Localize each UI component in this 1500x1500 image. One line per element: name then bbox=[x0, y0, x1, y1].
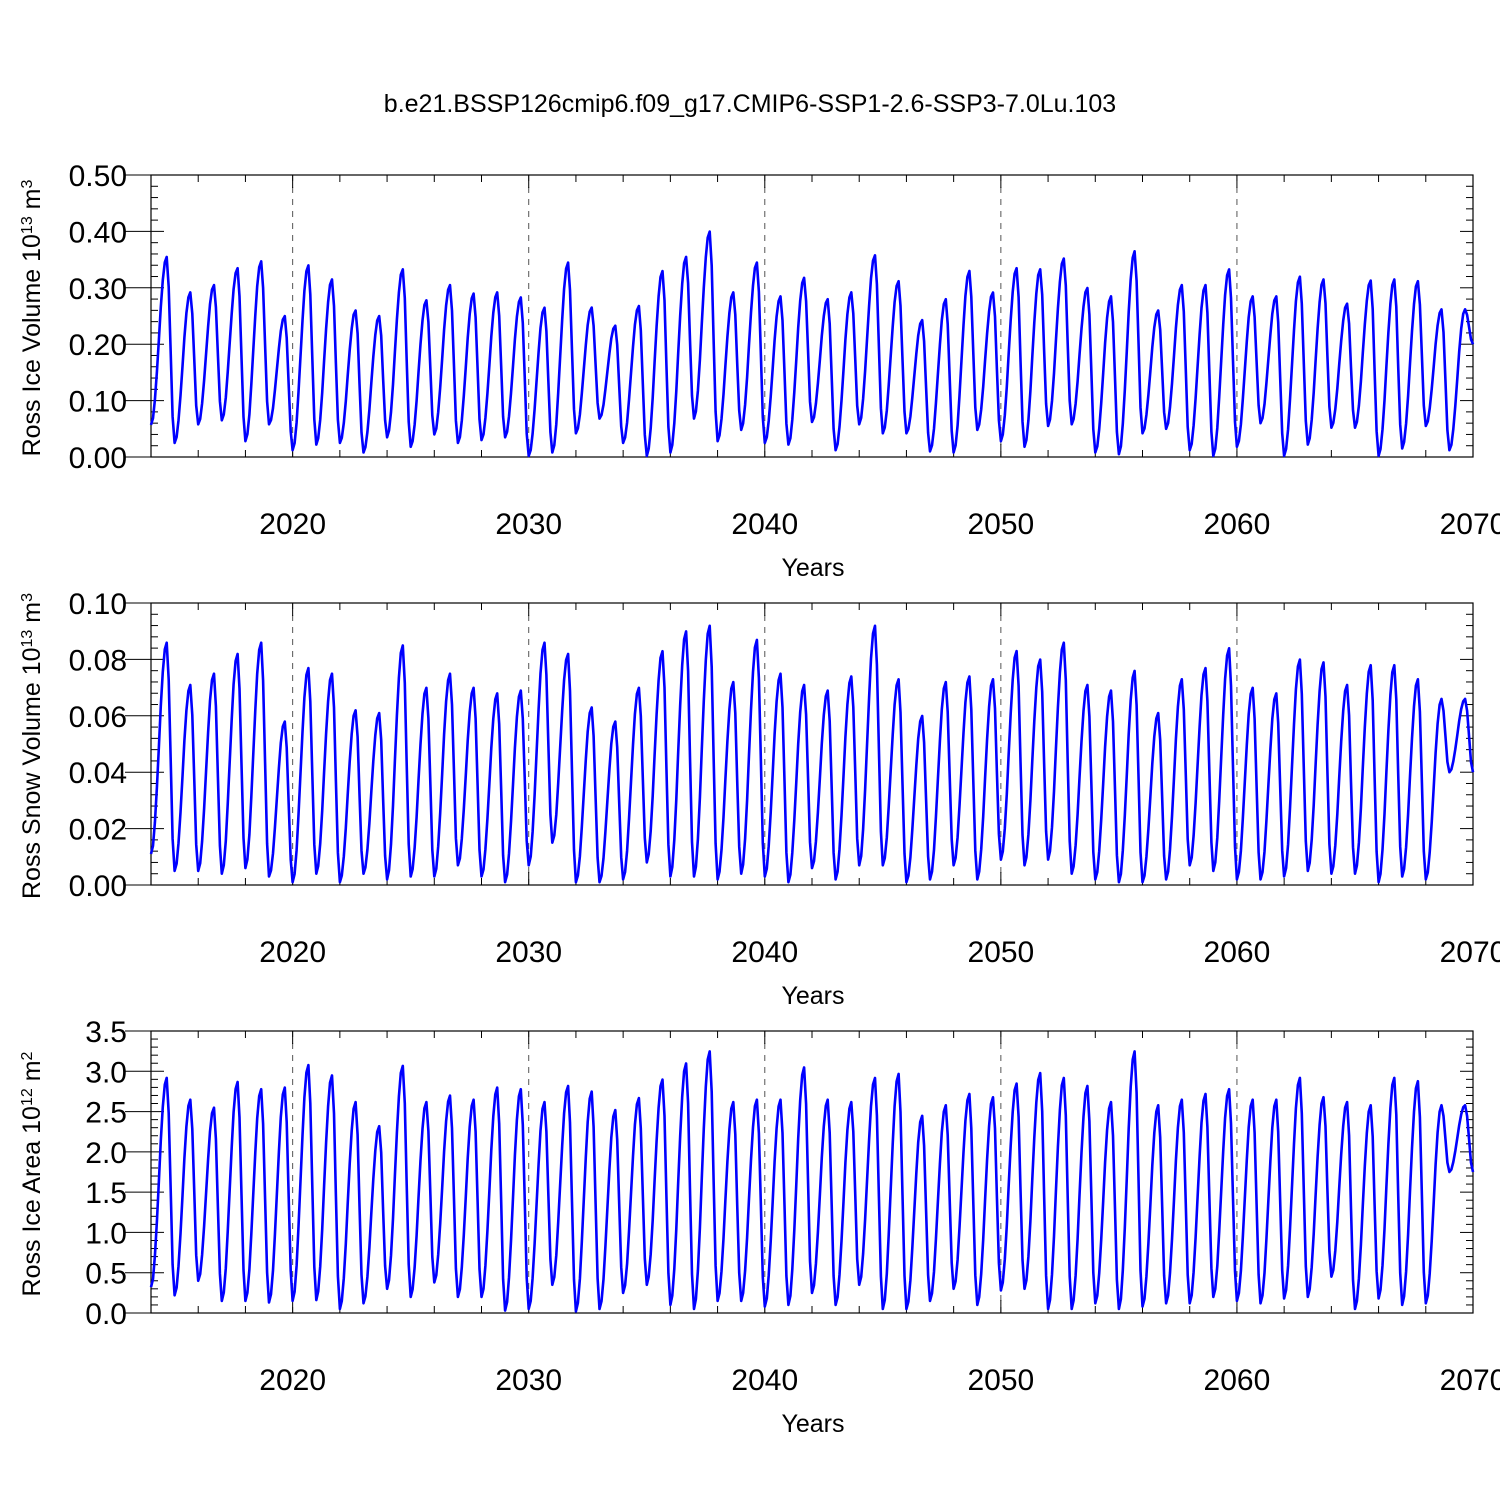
x-axis-label: Years bbox=[781, 982, 844, 1010]
x-tick-label: 2020 bbox=[259, 1364, 326, 1397]
y-axis-label: Ross Ice Area 1012 m2 bbox=[18, 1051, 46, 1296]
y-tick-label: 3.5 bbox=[85, 1016, 127, 1049]
series-line bbox=[149, 1050, 1475, 1313]
y-tick-label: 0.30 bbox=[69, 273, 127, 306]
y-axis-label: Ross Ice Volume 1013 m3 bbox=[18, 179, 46, 456]
y-axis-label: Ross Snow Volume 1013 m3 bbox=[18, 593, 46, 899]
y-axis-label-text: Ross Ice Area 10 bbox=[18, 1106, 46, 1296]
y-axis-label-text: m bbox=[18, 602, 46, 630]
y-axis-label-superscript: 13 bbox=[19, 216, 36, 234]
x-tick-label: 2050 bbox=[967, 508, 1034, 541]
y-axis-label-superscript: 2 bbox=[19, 1051, 36, 1060]
y-tick-label: 0.10 bbox=[69, 386, 127, 419]
x-tick-label: 2050 bbox=[967, 1364, 1034, 1397]
y-tick-label: 0.10 bbox=[69, 588, 127, 621]
x-tick-label: 2030 bbox=[495, 936, 562, 969]
x-tick-label: 2060 bbox=[1204, 1364, 1271, 1397]
y-tick-label: 0.00 bbox=[69, 870, 127, 903]
y-axis-label-text: Ross Snow Volume 10 bbox=[18, 647, 46, 899]
y-tick-label: 0.5 bbox=[85, 1258, 127, 1291]
y-tick-label: 2.5 bbox=[85, 1097, 127, 1130]
x-tick-label: 2070 bbox=[1440, 1364, 1500, 1397]
y-tick-label: 0.06 bbox=[69, 701, 127, 734]
y-axis-label-superscript: 13 bbox=[19, 630, 36, 648]
y-tick-label: 2.0 bbox=[85, 1137, 127, 1170]
y-axis-label-superscript: 3 bbox=[19, 179, 36, 188]
y-tick-label: 1.0 bbox=[85, 1217, 127, 1250]
x-tick-label: 2040 bbox=[731, 508, 798, 541]
y-tick-label: 0.20 bbox=[69, 329, 127, 362]
x-tick-label: 2040 bbox=[731, 1364, 798, 1397]
y-tick-label: 0.40 bbox=[69, 216, 127, 249]
panel-1: 0.00 0.10 0.20 0.30 0.40 0.50 2020 2030 2040 2050… bbox=[18, 160, 1500, 582]
x-tick-label: 2030 bbox=[495, 508, 562, 541]
y-axis-label-text: m bbox=[18, 188, 46, 216]
series-line bbox=[149, 624, 1475, 884]
x-tick-label: 2060 bbox=[1204, 508, 1271, 541]
x-axis-label: Years bbox=[781, 554, 844, 582]
y-tick-label: 0.02 bbox=[69, 814, 127, 847]
y-tick-label: 3.0 bbox=[85, 1056, 127, 1089]
x-tick-label: 2050 bbox=[967, 936, 1034, 969]
x-tick-label: 2070 bbox=[1440, 936, 1500, 969]
x-tick-label: 2060 bbox=[1204, 936, 1271, 969]
y-axis-label-superscript: 3 bbox=[19, 593, 36, 602]
x-tick-label: 2040 bbox=[731, 936, 798, 969]
x-tick-label: 2020 bbox=[259, 936, 326, 969]
y-tick-label: 0.04 bbox=[69, 757, 127, 790]
plot-frame bbox=[150, 602, 1474, 886]
y-axis-label-text: Ross Ice Volume 10 bbox=[18, 234, 46, 456]
panel-2: 0.00 0.02 0.04 0.06 0.08 0.10 2020 2030 2040 2050… bbox=[18, 588, 1500, 1010]
y-tick-label: 0.08 bbox=[69, 644, 127, 677]
y-tick-label: 0.50 bbox=[69, 160, 127, 193]
panel-3: 0.0 0.5 1.0 1.5 2.0 2.5 3.0 3.5 2020 2030 2040 2050… bbox=[18, 1016, 1500, 1438]
x-tick-label: 2070 bbox=[1440, 508, 1500, 541]
x-tick-label: 2030 bbox=[495, 1364, 562, 1397]
x-axis-label: Years bbox=[781, 1410, 844, 1438]
y-tick-label: 0.0 bbox=[85, 1298, 127, 1331]
series-line bbox=[149, 230, 1475, 458]
y-tick-label: 1.5 bbox=[85, 1177, 127, 1210]
y-axis-label-superscript: 12 bbox=[19, 1088, 36, 1106]
y-tick-label: 0.00 bbox=[69, 442, 127, 475]
y-axis-label-text: m bbox=[18, 1060, 46, 1088]
x-tick-label: 2020 bbox=[259, 508, 326, 541]
figure-title: b.e21.BSSP126cmip6.f09_g17.CMIP6-SSP1-2.… bbox=[384, 90, 1116, 118]
